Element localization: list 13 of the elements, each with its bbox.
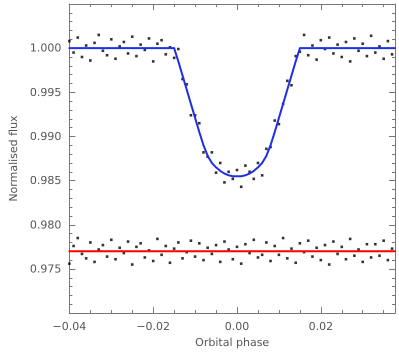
x-axis-title: Orbital phase <box>195 336 270 349</box>
x-tick-label: 0.00 <box>224 320 250 334</box>
y-tick-label: 0.980 <box>30 218 62 232</box>
y-tick-label: 0.975 <box>30 262 62 276</box>
y-tick-label: 1.000 <box>30 42 62 55</box>
x-tick-label: 0.02 <box>308 320 334 334</box>
y-axis-title: Normalised flux <box>7 114 20 202</box>
y-tick-label: 0.995 <box>30 86 62 99</box>
x-tick-label: −0.04 <box>52 320 86 334</box>
y-tick-label: 0.990 <box>30 130 62 143</box>
y-tick-label: 0.985 <box>30 174 62 188</box>
line-series <box>68 47 396 178</box>
x-tick-label: −0.02 <box>136 320 170 334</box>
